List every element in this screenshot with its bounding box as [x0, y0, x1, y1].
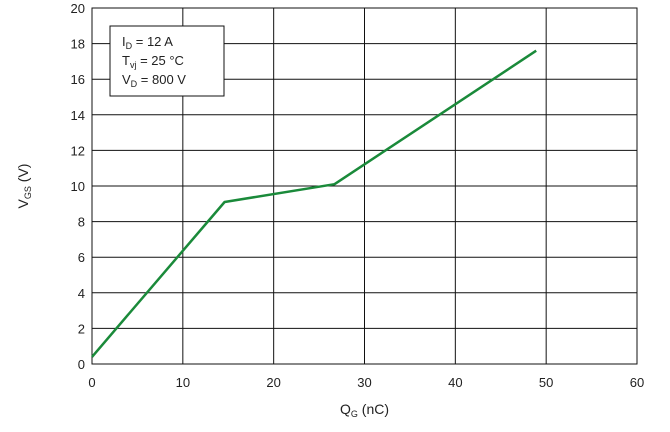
- x-tick-label: 50: [539, 375, 553, 390]
- y-tick-labels: 0 2 4 6 8 10 12 14 16 18 20: [71, 1, 85, 372]
- y-tick-label: 4: [78, 286, 85, 301]
- x-axis-title-main: Q: [340, 401, 351, 417]
- series-layer: [92, 51, 536, 357]
- series-line: [92, 51, 536, 357]
- y-tick-label: 6: [78, 250, 85, 265]
- y-tick-label: 0: [78, 357, 85, 372]
- y-tick-label: 2: [78, 321, 85, 336]
- x-axis-title-unit: (nC): [358, 401, 389, 417]
- y-tick-label: 14: [71, 108, 85, 123]
- y-tick-label: 16: [71, 72, 85, 87]
- conditions-annotation: ID = 12 A Tvj = 25 °C VD = 800 V: [110, 26, 224, 96]
- x-tick-label: 10: [176, 375, 190, 390]
- x-tick-label: 30: [357, 375, 371, 390]
- x-axis-title-sub: G: [351, 409, 358, 419]
- y-tick-label: 12: [71, 143, 85, 158]
- x-axis-title: QG (nC): [340, 401, 389, 419]
- x-tick-labels: 0 10 20 30 40 50 60: [88, 375, 644, 390]
- y-axis-title-unit: (V): [15, 164, 31, 187]
- y-tick-label: 18: [71, 37, 85, 52]
- x-tick-label: 60: [630, 375, 644, 390]
- y-axis-title-sub: GS: [23, 186, 33, 199]
- x-tick-label: 40: [448, 375, 462, 390]
- y-tick-label: 10: [71, 179, 85, 194]
- x-tick-label: 20: [266, 375, 280, 390]
- y-tick-label: 20: [71, 1, 85, 16]
- y-tick-label: 8: [78, 215, 85, 230]
- y-axis-title: VGS (V): [15, 164, 33, 209]
- x-tick-label: 0: [88, 375, 95, 390]
